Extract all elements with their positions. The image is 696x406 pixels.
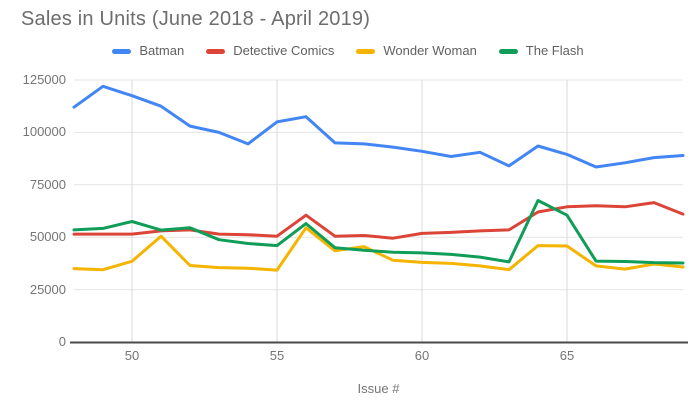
legend-label: Batman xyxy=(139,43,185,58)
series-line-batman xyxy=(72,84,685,169)
legend-swatch-icon xyxy=(498,48,518,54)
x-tick-label: 60 xyxy=(414,348,430,363)
y-tick-label: 75000 xyxy=(29,176,66,192)
legend-label: Wonder Woman xyxy=(383,43,477,58)
legend-label: The Flash xyxy=(525,43,584,58)
series-line-detective-comics xyxy=(72,201,685,240)
legend: Batman Detective Comics Wonder Woman The Fl… xyxy=(0,43,696,59)
y-tick-label: 0 xyxy=(58,334,66,349)
y-tick-label: 125000 xyxy=(22,72,66,87)
legend-label: Detective Comics xyxy=(233,43,335,58)
series-line-the-flash xyxy=(72,199,685,265)
x-axis-title: Issue # xyxy=(357,381,400,396)
y-tick-label: 25000 xyxy=(29,281,66,297)
legend-item-wonder-woman: Wonder Woman xyxy=(356,43,477,58)
series-line-wonder-woman xyxy=(72,226,685,272)
legend-swatch-icon xyxy=(356,48,376,54)
legend-swatch-icon xyxy=(112,48,132,54)
legend-item-the-flash: The Flash xyxy=(498,43,584,58)
x-tick-label: 55 xyxy=(269,348,285,363)
legend-item-detective-comics: Detective Comics xyxy=(206,44,334,58)
legend-swatch-icon xyxy=(206,48,226,54)
y-tick-label: 50000 xyxy=(29,229,66,245)
x-tick-label: 50 xyxy=(124,348,140,363)
x-tick-label: 65 xyxy=(559,348,575,363)
legend-item-batman: Batman xyxy=(112,44,184,58)
y-tick-label: 100000 xyxy=(22,124,66,140)
chart-title: Sales in Units (June 2018 - April 2019) xyxy=(21,8,371,30)
